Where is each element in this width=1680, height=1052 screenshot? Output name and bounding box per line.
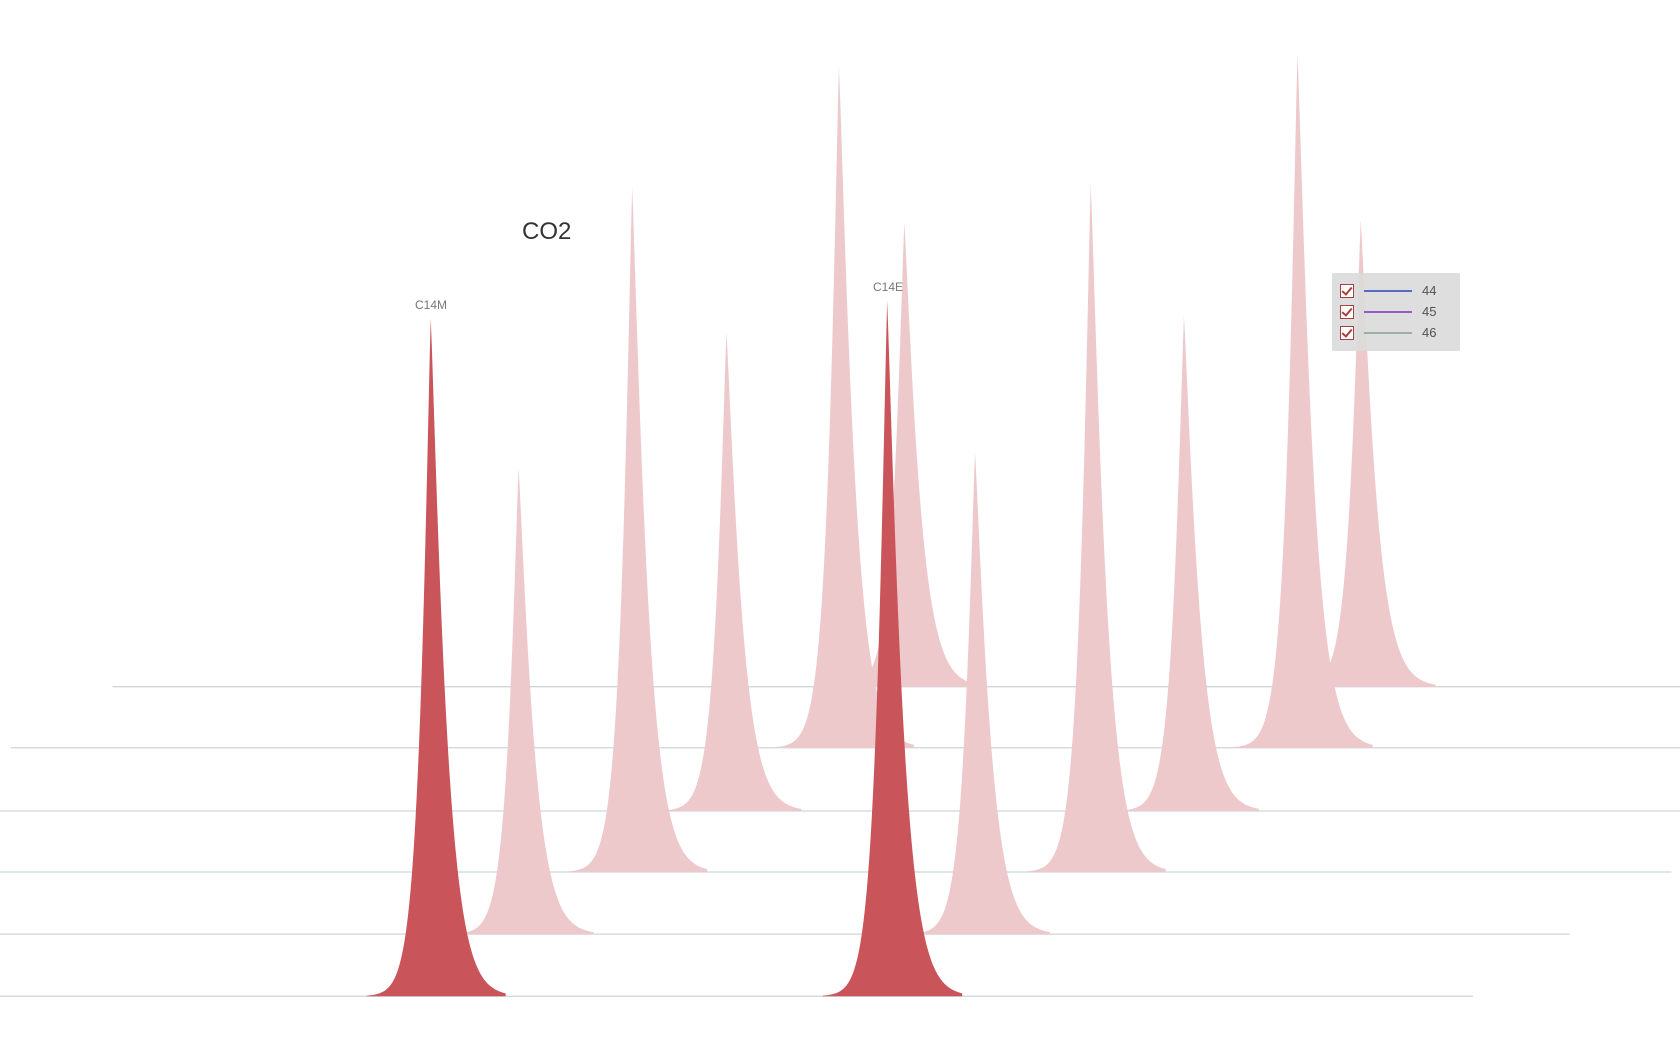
legend-item-44[interactable]: 44: [1340, 280, 1452, 301]
peak: [1233, 53, 1373, 748]
peak: [366, 318, 506, 997]
trace-2: [10, 53, 1680, 749]
legend-label-46: 46: [1422, 325, 1437, 340]
legend-label-45: 45: [1422, 304, 1437, 319]
legend-line-45: [1364, 310, 1412, 313]
legend-label-44: 44: [1422, 283, 1437, 298]
peak-label-c14m: C14M: [414, 298, 448, 312]
legend-line-46: [1364, 331, 1412, 334]
peak: [1026, 184, 1166, 873]
legend-line-44: [1364, 289, 1412, 292]
legend: 44 45 46: [1332, 273, 1460, 351]
peak: [910, 452, 1050, 935]
peak: [662, 332, 802, 811]
checkbox-44[interactable]: [1340, 283, 1354, 298]
peak: [774, 66, 914, 748]
peak: [1119, 316, 1259, 811]
legend-item-45[interactable]: 45: [1340, 301, 1452, 322]
peak: [840, 222, 980, 687]
trace-4: [0, 184, 1672, 873]
peak: [822, 301, 963, 997]
peak: [1296, 219, 1436, 687]
peak: [454, 468, 594, 935]
checkbox-45[interactable]: [1340, 304, 1354, 319]
peak-label-c14e: C14E: [872, 280, 904, 294]
trace-3: [0, 316, 1680, 812]
checkbox-46[interactable]: [1340, 325, 1354, 340]
legend-item-46[interactable]: 46: [1340, 322, 1452, 343]
peak: [567, 187, 708, 873]
trace-6: [0, 301, 1474, 997]
chart-title: CO2: [522, 218, 572, 245]
trace-5: [0, 452, 1570, 935]
